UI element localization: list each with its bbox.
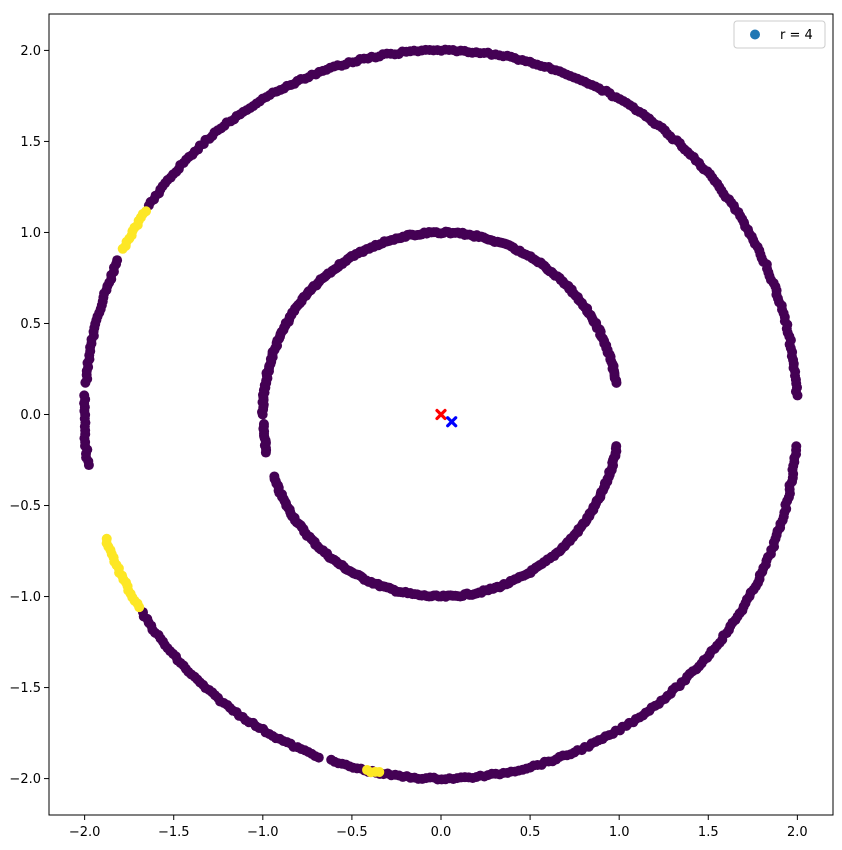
x-tick-label: 1.0	[609, 825, 630, 840]
x-tick-label: 0.5	[520, 825, 541, 840]
legend-label: r = 4	[780, 28, 813, 43]
y-axis: 2.0 1.5 1.0 0.5 0.0 −0.5 −1.0 −1.5 −2.0	[9, 44, 49, 787]
data-point	[313, 752, 324, 763]
y-tick-label: 1.0	[20, 226, 41, 241]
data-point	[260, 447, 271, 458]
x-tick-label: 2.0	[787, 825, 808, 840]
data-point	[80, 377, 91, 388]
y-tick-label: −1.0	[9, 590, 41, 605]
data-points	[79, 44, 803, 785]
y-tick-label: −0.5	[9, 499, 41, 514]
y-tick-label: 1.5	[20, 135, 41, 150]
x-tick-label: −1.5	[158, 825, 190, 840]
x-tick-label: 1.5	[698, 825, 719, 840]
data-point	[83, 460, 94, 471]
data-point	[791, 441, 802, 452]
center-markers	[435, 408, 458, 428]
data-point	[374, 767, 385, 778]
legend-box	[733, 20, 826, 49]
x-axis: −2.0 −1.5 −1.0 −0.5 0.0 0.5 1.0 1.5 2.0	[69, 815, 808, 840]
center-marker	[435, 408, 447, 421]
x-tick-label: −1.0	[247, 825, 279, 840]
y-tick-label: 0.5	[20, 317, 41, 332]
data-point	[257, 409, 268, 420]
data-point	[611, 441, 622, 452]
y-tick-label: 0.0	[20, 408, 41, 423]
y-tick-label: −2.0	[9, 772, 41, 787]
center-marker	[446, 416, 458, 428]
data-point	[134, 602, 145, 613]
x-tick-label: 0.0	[431, 825, 452, 840]
legend-marker	[750, 29, 760, 40]
legend: r = 4	[733, 20, 826, 49]
data-point	[117, 243, 128, 254]
y-tick-label: 2.0	[20, 44, 41, 59]
x-tick-label: −0.5	[336, 825, 368, 840]
y-tick-label: −1.5	[9, 681, 41, 696]
x-tick-label: −2.0	[69, 825, 101, 840]
